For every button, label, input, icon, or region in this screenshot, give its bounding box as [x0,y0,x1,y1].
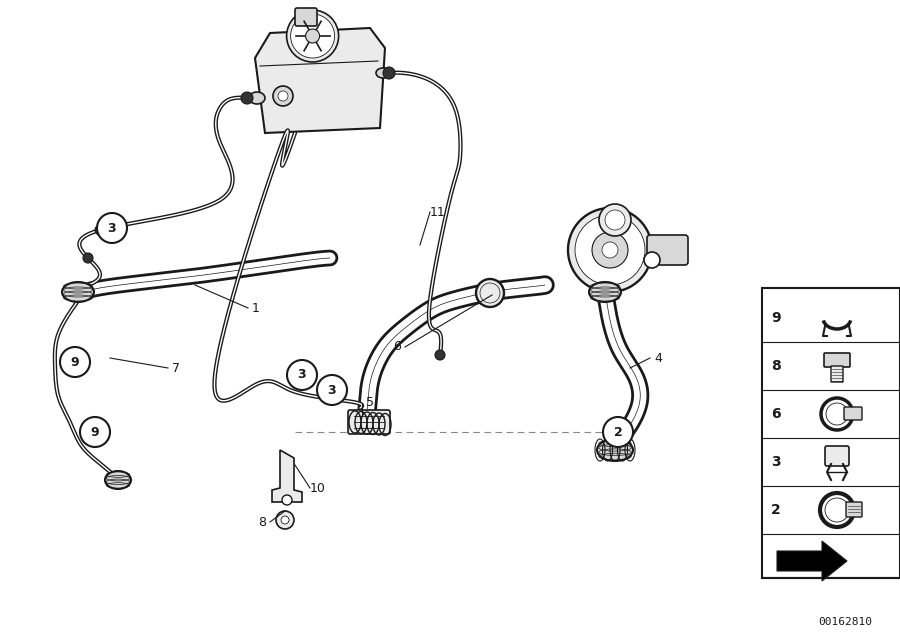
Circle shape [273,86,293,106]
FancyBboxPatch shape [844,407,862,420]
Circle shape [282,495,292,505]
Circle shape [644,252,660,268]
Circle shape [603,417,633,447]
Polygon shape [272,450,302,502]
Text: 9: 9 [91,425,99,438]
Circle shape [306,29,319,43]
Text: 00162810: 00162810 [818,617,872,627]
Circle shape [592,232,628,268]
Ellipse shape [249,92,265,104]
FancyBboxPatch shape [824,353,850,367]
FancyBboxPatch shape [295,8,317,26]
Text: 7: 7 [172,361,180,375]
Circle shape [83,253,93,263]
Text: 3: 3 [108,221,116,235]
FancyBboxPatch shape [846,502,862,517]
Circle shape [276,511,294,529]
Ellipse shape [597,439,633,461]
Circle shape [95,225,105,235]
Ellipse shape [589,282,621,302]
Circle shape [317,375,347,405]
Circle shape [605,210,625,230]
Text: 8: 8 [258,516,266,529]
Text: 3: 3 [328,384,337,396]
Circle shape [568,208,652,292]
Circle shape [281,516,289,524]
Circle shape [80,417,110,447]
Circle shape [286,10,338,62]
Text: 6: 6 [393,340,400,354]
Polygon shape [255,28,385,133]
Text: 9: 9 [771,311,781,325]
Circle shape [278,91,288,101]
Circle shape [575,215,645,285]
Circle shape [291,14,335,58]
Circle shape [602,242,618,258]
Ellipse shape [376,68,390,78]
Text: 3: 3 [771,455,781,469]
FancyBboxPatch shape [647,235,688,265]
Ellipse shape [594,285,616,299]
Text: 6: 6 [771,407,781,421]
Circle shape [435,350,445,360]
Circle shape [60,347,90,377]
Circle shape [476,279,504,307]
Text: 11: 11 [430,205,446,219]
Text: 4: 4 [654,352,662,364]
Circle shape [599,204,631,236]
Bar [762,288,900,578]
Polygon shape [777,541,847,581]
FancyBboxPatch shape [825,446,849,466]
Text: 3: 3 [298,368,306,382]
Text: 10: 10 [310,481,326,495]
Circle shape [287,360,317,390]
Text: 2: 2 [771,503,781,517]
Text: 1: 1 [252,301,260,314]
Ellipse shape [62,282,94,302]
FancyBboxPatch shape [831,366,843,382]
Circle shape [97,213,127,243]
Text: 9: 9 [71,356,79,368]
Text: 2: 2 [614,425,623,438]
Text: 5: 5 [366,396,374,410]
Circle shape [241,92,253,104]
Text: 8: 8 [771,359,781,373]
FancyBboxPatch shape [348,410,390,434]
Circle shape [383,67,395,79]
Ellipse shape [105,471,131,489]
